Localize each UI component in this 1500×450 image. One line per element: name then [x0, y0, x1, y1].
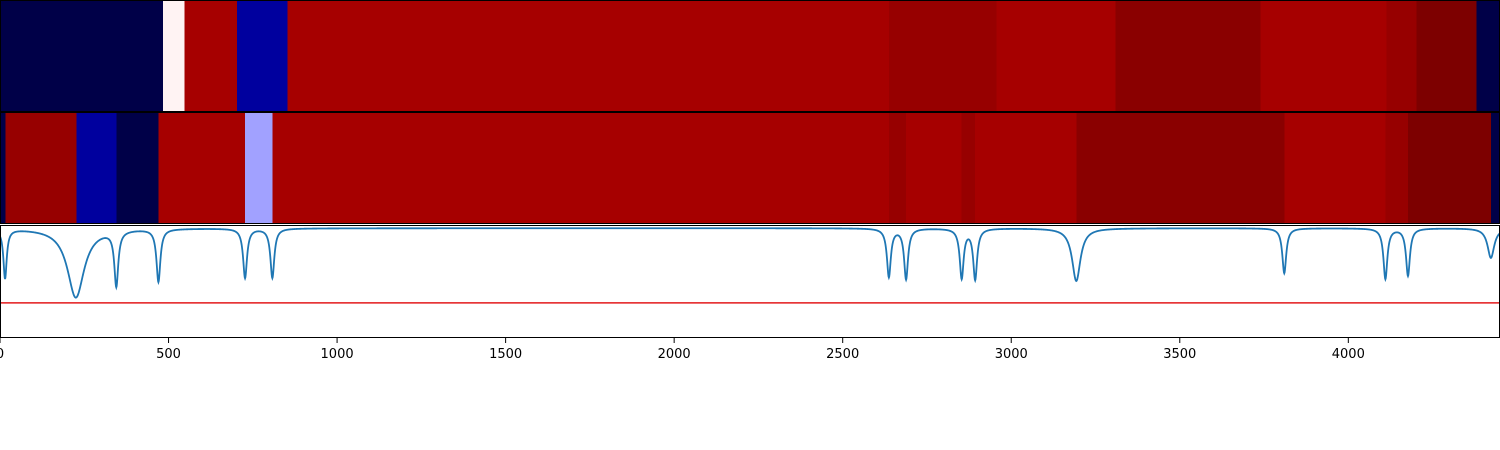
- heatmap-cell: [1076, 113, 1285, 224]
- heatmap-cell: [1407, 113, 1491, 224]
- panel-frame-3: [0, 225, 1500, 338]
- heatmap-cell: [158, 113, 246, 224]
- heatmap-cell: [1416, 1, 1477, 112]
- heatmap-cell: [1385, 113, 1408, 224]
- heatmap-cell: [245, 113, 273, 224]
- x-tick-label: 0: [0, 347, 4, 362]
- signal-panel: [0, 227, 1500, 304]
- heatmap-cell: [906, 113, 962, 224]
- signal-line: [0, 227, 1500, 299]
- heatmap-cell: [1476, 1, 1500, 112]
- x-tick-label: 3500: [1163, 347, 1196, 362]
- heatmap-cell: [272, 113, 889, 224]
- heatmap-cell: [0, 113, 6, 224]
- heatmap-cell: [888, 113, 907, 224]
- heatmap-cell: [76, 113, 117, 224]
- x-axis: 0 500 1000 1500 2000 2500 3000 3500 4000: [0, 338, 1365, 362]
- x-tick-label: 2000: [658, 347, 691, 362]
- x-tick-label: 500: [156, 347, 181, 362]
- x-tick-label: 1500: [489, 347, 522, 362]
- heatmap-cell: [287, 1, 889, 112]
- heatmap-cell: [1386, 1, 1417, 112]
- heatmap-cell: [116, 113, 159, 224]
- heatmap-cell: [1284, 113, 1386, 224]
- x-tick-label: 4000: [1332, 347, 1365, 362]
- heatmap-cell: [236, 1, 288, 112]
- x-tick-label: 1000: [321, 347, 354, 362]
- heatmap-track-2: [0, 113, 1500, 224]
- heatmap-cell: [1490, 113, 1500, 224]
- x-tick-label: 3000: [995, 347, 1028, 362]
- x-tick-label: 2500: [826, 347, 859, 362]
- heatmap-cell: [0, 1, 163, 112]
- heatmap-cell: [5, 113, 77, 224]
- heatmap-cell: [1115, 1, 1261, 112]
- heatmap-cell: [1260, 1, 1387, 112]
- heatmap-cell: [975, 113, 1077, 224]
- heatmap-cell: [162, 1, 185, 112]
- heatmap-cell: [996, 1, 1116, 112]
- heatmap-tracks: [0, 1, 1500, 224]
- heatmap-cell: [184, 1, 237, 112]
- heatmap-cell: [961, 113, 976, 224]
- heatmap-cell: [888, 1, 997, 112]
- heatmap-track-1: [0, 1, 1500, 112]
